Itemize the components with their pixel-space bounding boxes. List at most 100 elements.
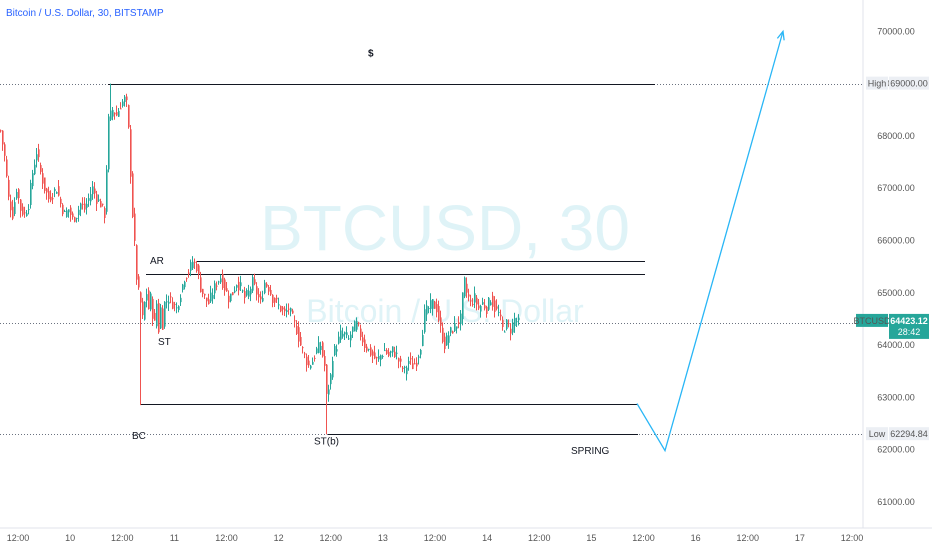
candle-body <box>94 188 96 194</box>
candle-body <box>4 144 6 156</box>
candle-body <box>400 358 402 362</box>
candle-body <box>34 164 36 175</box>
candle-body <box>454 323 456 331</box>
x-tick-label: 12:00 <box>215 533 238 543</box>
candle-body <box>132 173 134 217</box>
projection-path[interactable] <box>636 29 785 453</box>
y-tick-label: 64000.00 <box>877 340 915 350</box>
candle-body <box>20 199 22 211</box>
candle-body <box>518 317 520 321</box>
candle-body <box>76 217 78 219</box>
candle-body <box>150 293 152 310</box>
candle-body <box>164 301 166 327</box>
candle-body <box>480 306 482 312</box>
candle-body <box>78 209 80 216</box>
candle-body <box>266 283 268 287</box>
candle-body <box>138 276 140 288</box>
candle-body <box>90 194 92 202</box>
candle-body <box>492 295 494 307</box>
candle-body <box>110 110 112 120</box>
price-value-label: 62294.84 <box>890 429 928 439</box>
candle-body <box>322 342 324 357</box>
projection-arrowhead <box>776 29 785 41</box>
candle-body <box>162 308 164 330</box>
candle-body <box>360 328 362 337</box>
candle-body <box>56 192 58 194</box>
price-value-label: 69000.00 <box>890 79 928 89</box>
candle-body <box>424 309 426 333</box>
candle-body <box>174 304 176 306</box>
candle-body <box>202 288 204 294</box>
candle-body <box>308 360 310 366</box>
candle-body <box>6 159 8 176</box>
candle-body <box>482 302 484 305</box>
candle-body <box>376 357 378 359</box>
candle-body <box>420 349 422 355</box>
candle-body <box>274 297 276 303</box>
candle-body <box>284 308 286 312</box>
candle-body <box>48 191 50 200</box>
candle-body <box>412 363 414 370</box>
candle-body <box>178 306 180 311</box>
candle-body <box>74 217 76 222</box>
candle-body <box>280 305 282 312</box>
candle-body <box>142 301 144 316</box>
annotation-label: ST <box>158 337 171 348</box>
candle-body <box>316 348 318 354</box>
candle-body <box>98 199 100 201</box>
candle-body <box>334 346 336 356</box>
candle-body <box>346 332 348 336</box>
price-tag-box <box>856 313 888 327</box>
candle-body <box>476 297 478 305</box>
last-price-box <box>889 313 929 339</box>
candle-body <box>382 356 384 358</box>
annotations: $ AR ST BC ST(b) SPRING <box>132 48 610 456</box>
candle-body <box>232 292 234 296</box>
candle-body <box>446 335 448 346</box>
candle-body <box>220 278 222 283</box>
candle-body <box>140 292 142 303</box>
candle-body <box>332 360 334 378</box>
candle-body <box>106 169 108 212</box>
candle-body <box>214 283 216 294</box>
horizontal-levels[interactable] <box>108 84 655 435</box>
candle-body <box>506 319 508 330</box>
candle-body <box>272 294 274 303</box>
candle-body <box>338 336 340 344</box>
candle-body <box>464 277 466 297</box>
candle-body <box>22 206 24 215</box>
candle-body <box>96 194 98 204</box>
candle-body <box>312 361 314 365</box>
candle-body <box>240 282 242 287</box>
candle-body <box>470 300 472 302</box>
candle-body <box>436 304 438 313</box>
candle-body <box>14 202 16 215</box>
candle-body <box>460 313 462 324</box>
candle-body <box>324 356 326 366</box>
candle-body <box>242 290 244 292</box>
candle-body <box>468 294 470 297</box>
candle-body <box>510 328 512 334</box>
x-tick-label: 12:00 <box>424 533 447 543</box>
candle-body <box>256 286 258 295</box>
candle-body <box>128 105 130 128</box>
candle-body <box>404 366 406 368</box>
candle-body <box>438 306 440 321</box>
candle-body <box>204 293 206 296</box>
candle-body <box>112 109 114 117</box>
candle-body <box>298 327 300 342</box>
candle-body <box>378 356 380 360</box>
candle-body <box>392 346 394 353</box>
candle-body <box>442 327 444 342</box>
candle-body <box>114 112 116 115</box>
candle-body <box>290 308 292 312</box>
candle-body <box>340 330 342 340</box>
candle-body <box>488 297 490 310</box>
candle-body <box>180 297 182 303</box>
candle-body <box>502 319 504 328</box>
candle-body <box>458 322 460 325</box>
candle-body <box>218 281 220 283</box>
candle-body <box>500 314 502 317</box>
candle-body <box>238 281 240 291</box>
